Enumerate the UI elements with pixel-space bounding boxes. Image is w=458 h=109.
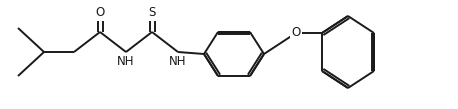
Text: O: O: [291, 26, 300, 39]
Text: NH: NH: [117, 55, 135, 68]
Text: S: S: [148, 7, 156, 20]
Text: O: O: [95, 7, 104, 20]
Text: NH: NH: [169, 55, 187, 68]
